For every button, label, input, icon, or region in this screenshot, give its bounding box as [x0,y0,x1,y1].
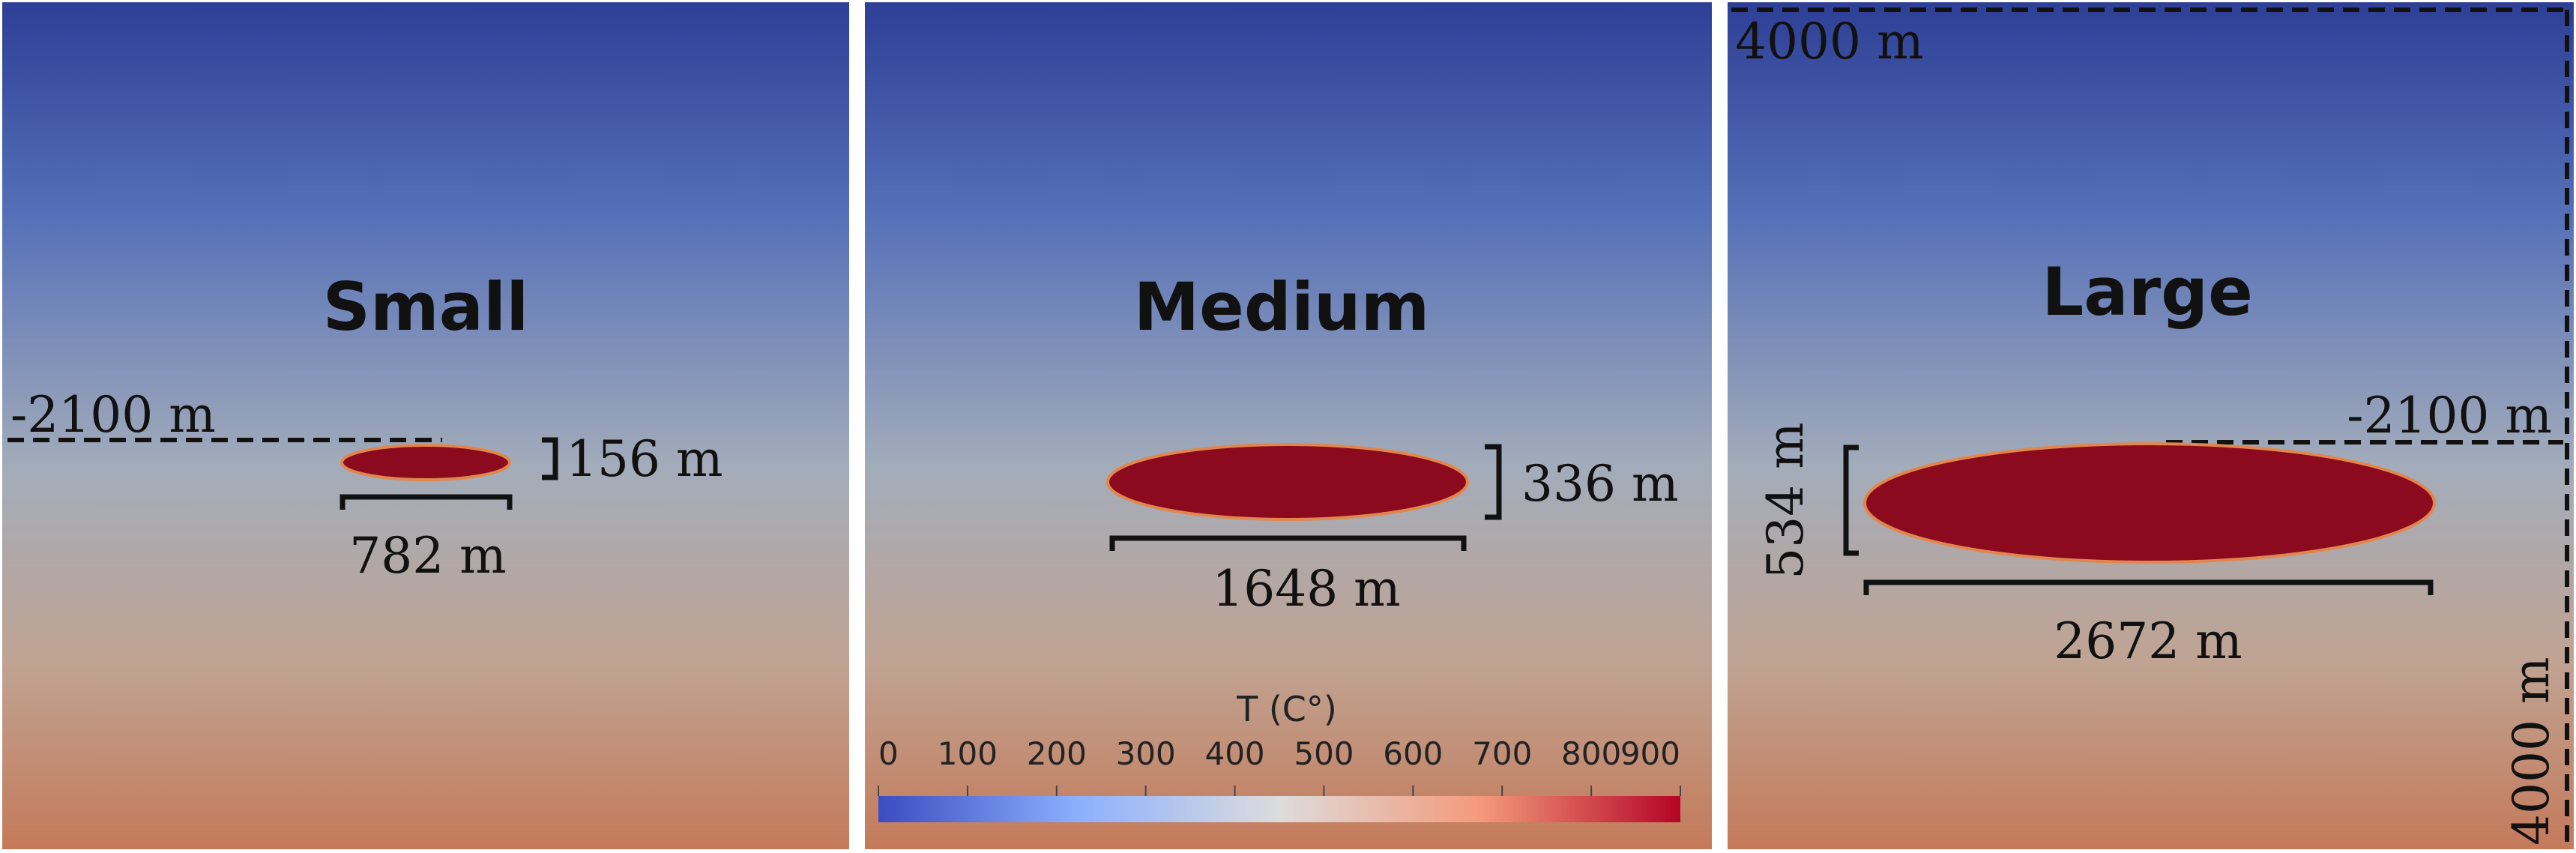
width-label: 2672 m [2054,612,2242,670]
panel-title: Medium [1134,268,1430,346]
width-bracket [1863,579,2434,595]
colorbar-tick-label: 100 [938,735,998,772]
colorbar-tick-label: 0 [878,735,899,772]
panel-small: Small -2100 m 156 m 782 m [2,2,849,849]
magma-chamber [1106,443,1469,521]
width-bracket [340,494,513,510]
domain-height-label: 4000 m [2503,657,2560,846]
width-label: 1648 m [1212,560,1401,618]
panel-medium: Medium 336 m 1648 m T (C°) 0 100 200 300 400… [865,2,1712,849]
colorbar-tick-label: 300 [1116,735,1176,772]
colorbar-tick-label: 600 [1383,735,1443,772]
width-bracket [1109,535,1467,551]
panel-background [865,2,1712,849]
height-bracket [542,437,558,480]
height-label: 156 m [566,430,723,488]
colorbar-tick-label: 200 [1027,735,1087,772]
magma-chamber [1863,442,2436,564]
height-label: 534 m [1757,422,1815,579]
domain-width-label: 4000 m [1735,13,1924,70]
colorbar-tick-label: 800 [1561,735,1621,772]
colorbar-title: T (C°) [1236,689,1337,729]
colorbar-tick-label: 700 [1472,735,1532,772]
panel-background [1728,2,2574,849]
depth-label: -2100 m [2347,387,2552,444]
colorbar-gradient [878,796,1680,822]
height-bracket [1485,444,1502,520]
panel-background [2,2,849,849]
colorbar-tick-label: 900 [1620,735,1680,772]
height-label: 336 m [1521,455,1679,513]
panel-title: Small [323,268,529,346]
height-bracket [1843,444,1859,556]
panel-title: Large [2042,253,2253,331]
panel-large: Large 4000 m 4000 m -2100 m 534 m 2672 m [1728,2,2574,849]
colorbar-tick-label: 400 [1204,735,1264,772]
depth-label: -2100 m [10,386,216,444]
colorbar-tick-label: 500 [1294,735,1354,772]
width-label: 782 m [349,527,507,585]
magma-chamber [340,444,511,481]
